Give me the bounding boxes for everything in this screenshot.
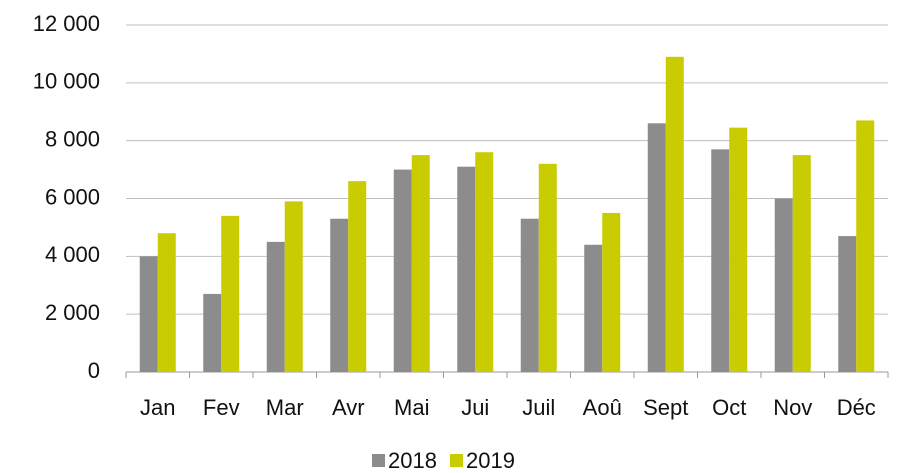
bar [393,169,412,372]
y-tick-label: 8 000 [45,126,100,151]
bar [139,256,158,372]
x-tick-label: Nov [773,395,812,420]
x-tick-label: Avr [332,395,365,420]
x-tick-label: Mai [394,395,429,420]
bar [330,218,349,372]
y-tick-label: 12 000 [33,11,100,36]
x-tick-label: Mar [266,395,304,420]
legend-swatch [372,454,385,467]
bar [665,56,684,372]
bar [348,181,367,372]
y-tick-label: 2 000 [45,300,100,325]
x-tick-label: Jui [461,395,489,420]
bar [520,218,539,372]
bar [266,241,285,372]
bar [157,233,176,372]
bar [602,212,621,372]
bar [584,244,603,372]
legend-label: 2018 [388,448,437,473]
x-tick-label: Jan [140,395,175,420]
x-tick-label: Fev [203,395,240,420]
y-tick-label: 4 000 [45,242,100,267]
bar [838,236,857,372]
y-tick-label: 10 000 [33,69,100,94]
bar [711,149,730,372]
bar [792,155,811,372]
x-tick-label: Aoû [583,395,622,420]
bar [538,163,557,372]
x-tick-label: Oct [712,395,746,420]
bar [457,166,476,372]
y-tick-label: 6 000 [45,184,100,209]
bar [284,201,303,372]
bar [774,198,793,372]
bar [856,120,875,372]
legend-label: 2019 [466,448,515,473]
x-tick-label: Déc [837,395,876,420]
bar [203,293,222,372]
bar [729,127,748,372]
x-tick-label: Sept [643,395,688,420]
bar [475,152,494,372]
x-tick-label: Juil [522,395,555,420]
y-tick-label: 0 [88,358,100,383]
bar [647,123,666,372]
bar [221,215,240,372]
bar [411,155,430,372]
legend-swatch [450,454,463,467]
